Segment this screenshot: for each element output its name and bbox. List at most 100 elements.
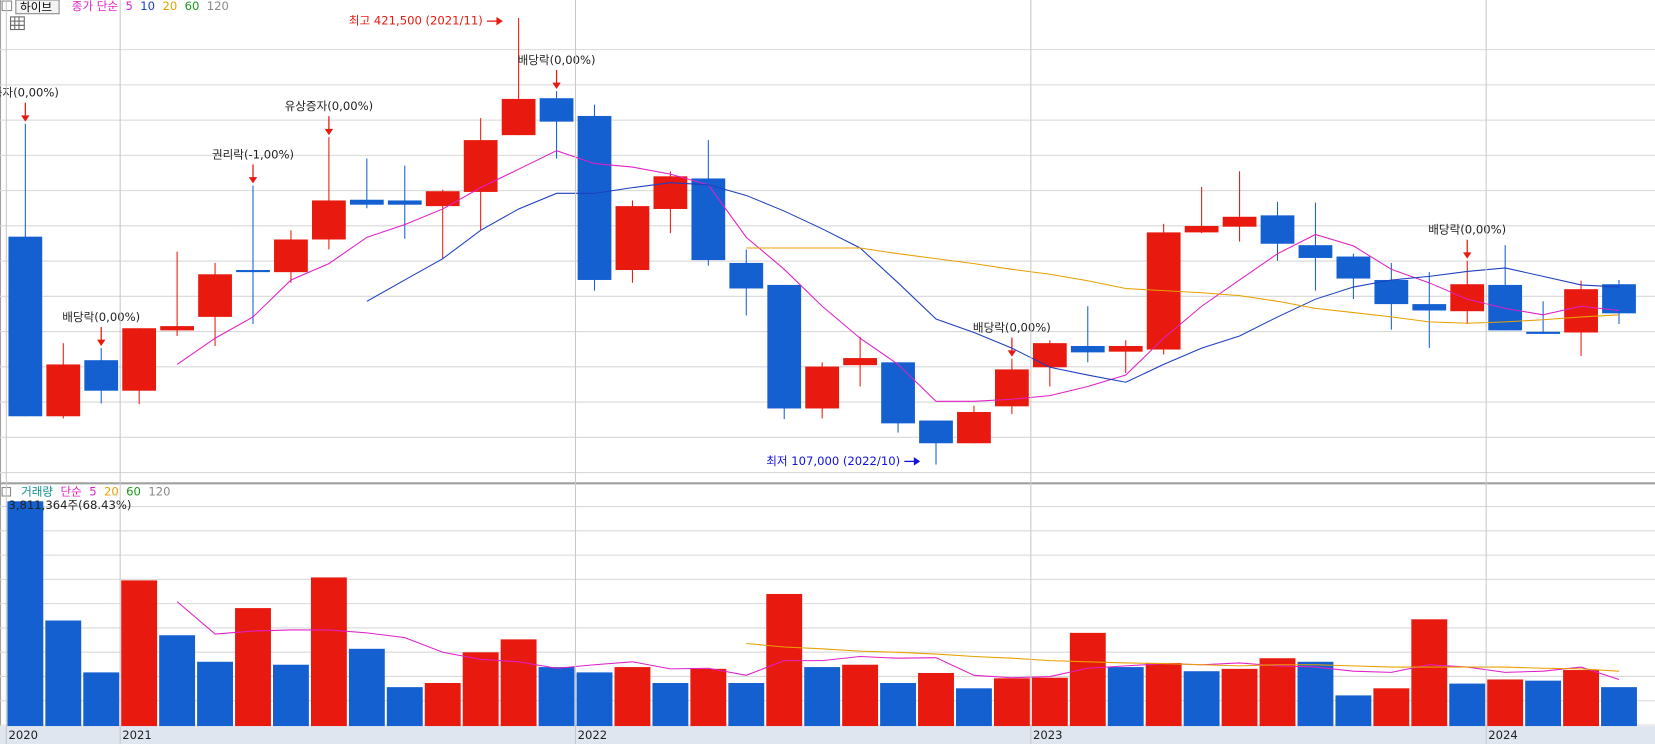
moving-average-line (176, 150, 1620, 402)
legend-entry: 60 (185, 0, 200, 13)
candle-body (1564, 289, 1598, 333)
candle-body (957, 412, 991, 444)
volume-bar (652, 683, 689, 727)
event-arrow-head (552, 82, 561, 90)
candle-body (312, 200, 346, 240)
candle-body (691, 178, 726, 261)
candle-body (1070, 345, 1105, 353)
candle-body (84, 360, 119, 391)
volume-bar (273, 664, 309, 727)
volume-bar (348, 648, 385, 727)
volume-bar (310, 577, 347, 727)
candle-body (1260, 215, 1295, 244)
volume-bar (576, 672, 613, 727)
volume-bar (1221, 668, 1258, 727)
legend-entry: 20 (162, 0, 177, 13)
event-arrow-head (1463, 252, 1472, 259)
volume-bar (1335, 695, 1372, 727)
candle-body (8, 236, 43, 417)
candle-body (539, 98, 574, 122)
volume-bar (424, 683, 461, 727)
volume-bar (7, 501, 44, 727)
candle-body (198, 274, 232, 317)
candle-body (767, 284, 802, 409)
candle-body (1108, 345, 1143, 352)
event-arrow-head (324, 128, 334, 136)
volume-bar (993, 678, 1030, 727)
volume-bar (1145, 662, 1182, 727)
event-label: 배당락(0,00%) (973, 321, 1051, 335)
volume-bar (918, 672, 954, 727)
table-icon-lines (10, 16, 25, 30)
extreme-label: 최저 107,000 (2022/10) (766, 454, 900, 468)
volume-bar (121, 580, 158, 727)
candle-body (805, 366, 840, 409)
candle-body (653, 176, 688, 209)
candle-body (577, 115, 612, 280)
legend-entry: 120 (207, 0, 229, 13)
candle-body (1336, 256, 1371, 279)
legend-title: 거래량 (21, 484, 53, 498)
stock-title: 하이브 (20, 0, 52, 14)
event-arrow-head (248, 177, 258, 184)
volume-bar (690, 668, 727, 727)
legend-entry: 60 (126, 484, 141, 498)
candle-body (387, 200, 422, 205)
volume-bar (197, 661, 233, 727)
legend-label: 단순 (61, 484, 83, 498)
candle-body (1412, 304, 1447, 311)
table-icon[interactable] (10, 16, 25, 31)
candle-body (236, 270, 270, 273)
candle-body (995, 369, 1029, 407)
volume-bar (956, 688, 992, 727)
candle-body (729, 262, 764, 289)
volume-bar (538, 667, 575, 727)
volume-bar (235, 608, 271, 727)
candle-body (1222, 216, 1257, 227)
candle-body (463, 140, 498, 192)
x-axis-strip (0, 726, 1655, 744)
legend-entry: 5 (89, 484, 96, 498)
event-arrow-head (1007, 350, 1017, 357)
candle-body (501, 98, 536, 136)
volume-bar (1449, 683, 1486, 727)
x-tick-label: 2024 (1488, 728, 1518, 742)
title-box (15, 0, 60, 15)
volume-bar (1259, 658, 1296, 727)
volume-bar (1069, 632, 1106, 727)
legend-entry: 10 (140, 0, 155, 13)
legend-entry: 5 (126, 0, 133, 13)
candle-body (1450, 284, 1485, 312)
event-label: 배당락(0,00%) (1428, 223, 1506, 237)
volume-bar (1525, 680, 1562, 727)
candle-body (1184, 226, 1219, 233)
volume-bar (1031, 677, 1068, 727)
event-label: 유상증자(0,00%) (285, 99, 374, 113)
volume-bar (728, 683, 765, 727)
candle-body (1602, 284, 1636, 314)
volume-bar (614, 667, 651, 727)
extreme-arrow-head (913, 457, 921, 466)
volume-bar (1373, 688, 1410, 727)
candle-body (425, 191, 460, 207)
volume-bar (766, 593, 803, 727)
event-label: 권리락(-1,00%) (212, 147, 294, 161)
candle-body (881, 362, 915, 424)
x-tick-label: 2020 (8, 728, 38, 742)
volume-bar (880, 683, 917, 727)
volume-bar (1411, 619, 1448, 727)
volume-bar (842, 664, 879, 727)
moving-average-line (746, 247, 1620, 324)
volume-bar (500, 639, 537, 727)
x-tick-label: 2021 (122, 728, 152, 742)
candle-body (1298, 245, 1333, 258)
volume-bar (159, 635, 196, 727)
volume-bar (462, 652, 499, 727)
legend-label: 종가 단순 (72, 0, 119, 13)
candle-body (160, 326, 194, 331)
moving-average-line (176, 601, 1620, 681)
candle-body (274, 239, 308, 273)
volume-bar (1297, 661, 1334, 727)
